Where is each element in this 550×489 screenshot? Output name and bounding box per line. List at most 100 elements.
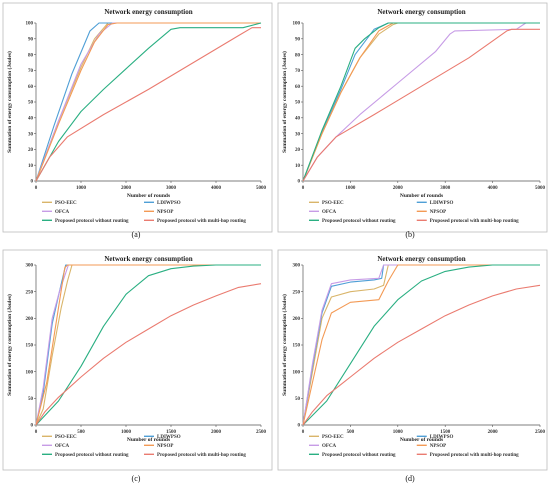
legend-entry: Proposed protocol without routing (55, 453, 129, 458)
panel-caption: (d) (405, 474, 415, 483)
y-tick-label: 0 (298, 180, 301, 185)
y-axis-label: Summation of energy consumption (Joules) (281, 51, 288, 153)
x-axis-label: Number of rounds (400, 437, 443, 443)
y-tick-label: 50 (28, 101, 34, 106)
chart-panel-1: Network energy consumption 0 1000 2000 3000 4… (2, 2, 273, 239)
x-tick-label: 2000 (121, 186, 132, 191)
series-line-6 (302, 284, 541, 426)
y-tick-label: 90 (295, 38, 301, 43)
legend-entry: OFCA (322, 210, 337, 215)
x-tick-label: 2000 (488, 430, 499, 435)
panel-frame (277, 2, 548, 233)
y-tick-label: 50 (295, 397, 301, 402)
y-tick-label: 0 (298, 424, 301, 429)
panel-frame (277, 249, 548, 471)
y-tick-label: 200 (26, 317, 34, 322)
x-tick-label: 5000 (256, 186, 267, 191)
series-line-6 (35, 27, 261, 182)
legend-entry: Proposed protocol with multi-hop routing (157, 219, 246, 224)
panel-caption: (c) (132, 474, 141, 483)
y-tick-label: 70 (28, 69, 34, 74)
legend-entry: Proposed protocol without routing (322, 219, 396, 224)
legend-entry: PSO-EEC (322, 201, 344, 206)
x-tick-label: 1500 (166, 430, 177, 435)
y-tick-label: 100 (293, 22, 301, 27)
x-tick-label: 2500 (535, 430, 546, 435)
legend-entry: LDIWPSO (157, 201, 181, 206)
y-tick-label: 250 (26, 290, 34, 295)
legend-entry: LDIWPSO (430, 201, 454, 206)
x-axis-label: Number of rounds (127, 437, 170, 443)
legend-entry: PSO-EEC (55, 201, 77, 206)
series-line-4 (35, 264, 261, 426)
series-line-5 (35, 22, 262, 182)
legend-entry: OFCA (322, 444, 337, 449)
series-line-4 (35, 22, 261, 182)
x-tick-label: 5000 (535, 186, 546, 191)
x-tick-label: 2500 (256, 430, 267, 435)
chart-title: Network energy consumption (377, 255, 465, 263)
legend-entry: NPSOP (157, 444, 173, 449)
y-tick-label: 100 (26, 370, 34, 375)
legend-entry: PSO-EEC (322, 435, 344, 440)
y-tick-label: 50 (295, 101, 301, 106)
x-tick-label: 0 (35, 186, 38, 191)
y-tick-label: 200 (293, 317, 301, 322)
legend-entry: LDIWPSO (157, 435, 181, 440)
y-tick-label: 80 (28, 53, 34, 58)
y-tick-label: 300 (26, 264, 34, 269)
y-tick-label: 40 (28, 117, 34, 122)
legend-entry: LDIWPSO (430, 435, 454, 440)
y-axis-label: Summation of energy consumption (Joules) (6, 51, 13, 153)
legend-entry: NPSOP (157, 210, 173, 215)
legend-entry: Proposed protocol with multi-hop routing (430, 219, 519, 224)
x-tick-label: 4000 (488, 186, 499, 191)
y-tick-label: 100 (293, 370, 301, 375)
x-tick-label: 1000 (345, 186, 356, 191)
series-line-5 (302, 22, 540, 182)
series-line-1 (302, 264, 540, 426)
series-line-4 (302, 264, 540, 426)
y-tick-label: 40 (295, 117, 301, 122)
y-tick-label: 0 (31, 424, 34, 429)
x-tick-label: 1000 (76, 186, 87, 191)
series-line-5 (35, 264, 261, 426)
x-tick-label: 3000 (166, 186, 177, 191)
y-tick-label: 90 (28, 38, 34, 43)
y-tick-label: 70 (295, 69, 301, 74)
y-tick-label: 20 (295, 148, 301, 153)
chart-title: Network energy consumption (104, 255, 192, 263)
x-tick-label: 2000 (393, 186, 404, 191)
y-tick-label: 10 (28, 164, 34, 169)
y-tick-label: 50 (28, 397, 34, 402)
y-tick-label: 30 (28, 132, 34, 137)
chart-title: Network energy consumption (377, 8, 465, 16)
x-axis-label: Number of rounds (127, 193, 170, 199)
y-tick-label: 300 (293, 264, 301, 269)
legend-entry: PSO-EEC (55, 435, 77, 440)
series-line-6 (35, 283, 262, 426)
x-tick-label: 2000 (211, 430, 222, 435)
x-tick-label: 4000 (211, 186, 222, 191)
legend-entry: NPSOP (430, 444, 446, 449)
x-tick-label: 1000 (393, 430, 404, 435)
chart-title: Network energy consumption (104, 8, 192, 16)
y-axis-label: Summation of energy consumption (Joules) (6, 294, 13, 396)
panel-frame (2, 2, 273, 233)
legend-entry: Proposed protocol with multi-hop routing (157, 453, 246, 458)
x-tick-label: 500 (77, 430, 85, 435)
x-tick-label: 1500 (440, 430, 451, 435)
x-tick-label: 0 (302, 186, 305, 191)
series-line-3 (302, 264, 540, 426)
y-tick-label: 100 (26, 22, 34, 27)
series-line-6 (302, 28, 540, 182)
y-tick-label: 20 (28, 148, 34, 153)
y-tick-label: 150 (293, 344, 301, 349)
legend-entry: Proposed protocol without routing (55, 219, 129, 224)
legend-entry: OFCA (55, 210, 70, 215)
x-tick-label: 0 (35, 430, 38, 435)
legend-entry: OFCA (55, 444, 70, 449)
y-tick-label: 250 (293, 290, 301, 295)
